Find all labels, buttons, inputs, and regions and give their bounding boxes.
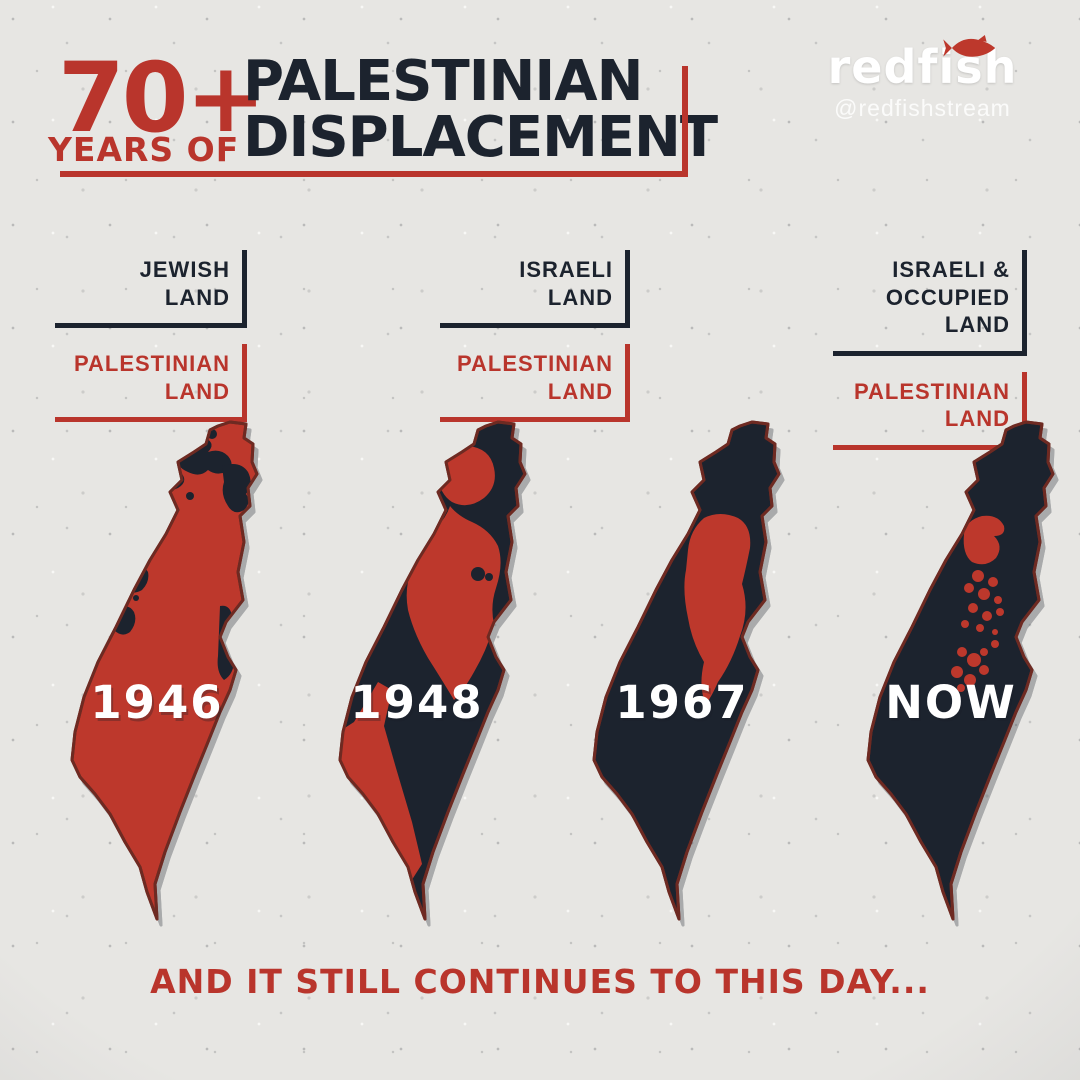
legend-label-line: LAND (547, 284, 613, 310)
legend-israeli-land: ISRAELI LAND (440, 250, 630, 328)
map-now (866, 420, 1055, 921)
map-1967 (592, 420, 781, 921)
legend-label-line: ISRAELI (519, 257, 613, 282)
years-number: 70+ (58, 42, 266, 154)
map-1948 (338, 420, 527, 921)
legend-label-line: ISRAELI & (892, 257, 1010, 282)
logo-handle-text: @redfishstream (834, 95, 1011, 121)
legend-israeli-occupied-land: ISRAELI & OCCUPIED LAND (833, 250, 1027, 356)
legend-palestinian-land: PALESTINIAN LAND (833, 371, 1027, 450)
legend-label-line: LAND (944, 406, 1010, 431)
footer-caption: AND IT STILL CONTINUES TO THIS DAY... (150, 962, 930, 1001)
legend-now: ISRAELI & OCCUPIED LAND PALESTINIAN LAND (833, 250, 1027, 450)
legend-label-line: PALESTINIAN (456, 351, 613, 376)
redfish-logo: redfish @redfishstream (815, 35, 1030, 122)
page-title: PALESTINIAN DISPLACEMENT (243, 49, 718, 170)
title-side-bar (682, 66, 688, 177)
legend-label-line: PALESTINIAN (73, 351, 230, 376)
title-underline (60, 171, 688, 177)
legend-palestinian-land: PALESTINIAN LAND (55, 344, 247, 422)
title-line-1: PALESTINIAN (243, 49, 643, 114)
map-1946 (70, 420, 259, 921)
fish-icon (943, 35, 996, 57)
legend-palestinian-land: PALESTINIAN LAND (440, 344, 630, 422)
legend-1946: JEWISH LAND PALESTINIAN LAND (55, 250, 247, 422)
legend-label-line: LAND (547, 378, 613, 404)
title-line-2: DISPLACEMENT (243, 105, 718, 170)
years-of-label: YEARS OF (48, 130, 240, 169)
legend-1948-1967: ISRAELI LAND PALESTINIAN LAND (440, 250, 630, 422)
legend-label-line: LAND (164, 284, 230, 310)
legend-label-line: OCCUPIED LAND (885, 284, 1010, 338)
map-label-1967: 1967 (615, 676, 749, 729)
legend-jewish-land: JEWISH LAND (55, 250, 247, 328)
map-label-now: NOW (885, 676, 1017, 729)
legend-label-line: JEWISH (139, 257, 230, 282)
legend-label-line: LAND (164, 378, 230, 404)
legend-label-line: PALESTINIAN (853, 378, 1010, 404)
map-label-1946: 1946 (90, 676, 224, 729)
map-label-1948: 1948 (350, 676, 484, 729)
